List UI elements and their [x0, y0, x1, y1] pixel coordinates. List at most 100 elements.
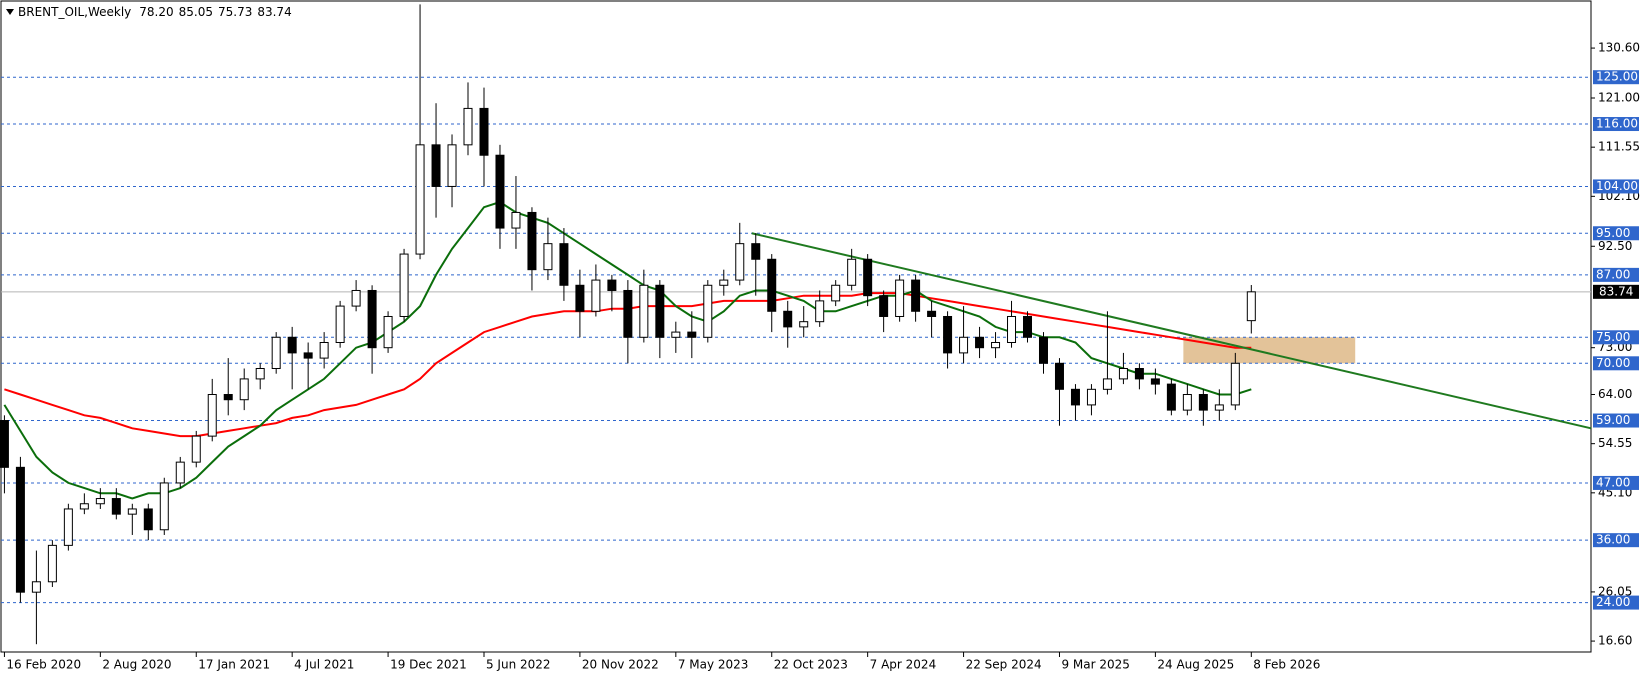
candle-body — [959, 336, 969, 354]
candle-body — [735, 243, 745, 281]
y-tick-label: 26.05 — [1598, 584, 1632, 598]
candle-body — [575, 284, 585, 312]
candle-body — [1054, 362, 1064, 390]
level-tag — [1593, 595, 1639, 610]
level-label: 70.00 — [1596, 356, 1630, 370]
candle-body — [1118, 368, 1128, 380]
x-tick-label: 9 Mar 2025 — [1061, 658, 1129, 672]
candle-body — [1102, 378, 1112, 390]
candle-body — [687, 331, 697, 338]
candle-body — [991, 341, 1001, 349]
level-label: 104.00 — [1596, 179, 1638, 193]
level-tag — [1593, 267, 1639, 282]
candle-body — [111, 498, 121, 515]
candle-body — [143, 508, 153, 531]
level-tag — [1593, 533, 1639, 548]
candle-body — [975, 336, 985, 349]
candle-body — [943, 315, 953, 354]
open-label: 78.20 — [139, 5, 173, 19]
candle-body — [815, 300, 825, 323]
candle-body — [703, 284, 713, 338]
level-tag — [1593, 70, 1639, 85]
y-tick-label: 111.55 — [1598, 140, 1640, 154]
candle-body — [927, 310, 937, 317]
x-tick-label: 24 Aug 2025 — [1157, 658, 1234, 672]
zone — [1183, 337, 1356, 364]
candle-body — [623, 289, 633, 338]
candle-body — [831, 284, 841, 302]
x-tick-label: 8 Feb 2026 — [1253, 658, 1320, 672]
level-label: 116.00 — [1596, 117, 1638, 131]
x-tick-label: 4 Jul 2021 — [294, 658, 354, 672]
x-tick-label: 7 Apr 2024 — [870, 658, 937, 672]
candle-body — [255, 368, 265, 380]
level-tag — [1593, 226, 1639, 241]
candle-body — [447, 144, 457, 187]
level-label: 125.00 — [1596, 70, 1638, 84]
high-label: 85.05 — [179, 5, 213, 19]
y-tick-label: 16.60 — [1598, 634, 1632, 648]
candle-body — [1150, 378, 1160, 385]
x-tick-label: 22 Sep 2024 — [966, 658, 1042, 672]
level-tag — [1593, 413, 1639, 428]
y-tick-label: 92.50 — [1598, 239, 1632, 253]
candle-body — [0, 420, 9, 468]
last-price-tag — [1593, 284, 1639, 299]
candle-body — [1134, 368, 1144, 380]
candle-body — [719, 279, 729, 286]
candle-body — [879, 295, 889, 317]
level-label: 47.00 — [1596, 475, 1630, 489]
y-tick-label: 130.60 — [1598, 41, 1640, 55]
candle-body — [591, 279, 601, 312]
x-tick-label: 7 May 2023 — [678, 658, 749, 672]
candle-body — [559, 243, 569, 286]
candle-body — [431, 144, 441, 187]
candle-body — [63, 508, 73, 546]
trendline — [751, 232, 1592, 430]
candle-body — [1230, 362, 1240, 406]
candle-body — [767, 258, 777, 312]
candle-body — [895, 279, 905, 317]
layers: 130.60121.00111.55102.1092.5073.0064.005… — [0, 4, 1640, 672]
candle-body — [319, 341, 329, 359]
candle-body — [415, 144, 425, 255]
candle-body — [175, 461, 185, 484]
candle-body — [1038, 336, 1048, 364]
low-label: 75.73 — [218, 5, 252, 19]
candle-body — [911, 279, 921, 312]
candle-body — [207, 394, 217, 437]
candle-body — [511, 211, 521, 229]
x-tick-label: 16 Feb 2020 — [6, 658, 81, 672]
candle-body — [1086, 388, 1096, 406]
level-tag — [1593, 356, 1639, 371]
candle-body — [1023, 315, 1033, 338]
candle-body — [1070, 388, 1080, 406]
candle-body — [543, 243, 553, 271]
candle-body — [799, 321, 809, 328]
candle-body — [239, 378, 249, 401]
candle-body — [31, 581, 41, 593]
candle-body — [1182, 394, 1192, 411]
x-tick-label: 19 Dec 2021 — [390, 658, 467, 672]
x-tick-label: 22 Oct 2023 — [774, 658, 848, 672]
candle-body — [271, 336, 281, 370]
candle-body — [495, 154, 505, 229]
candle-body — [639, 284, 649, 338]
candle-body — [783, 310, 793, 328]
menu-arrow[interactable] — [6, 9, 14, 15]
candle-body — [383, 315, 393, 349]
candle-body — [1246, 291, 1256, 322]
y-tick-label: 54.55 — [1598, 436, 1632, 450]
candle-body — [671, 331, 681, 338]
level-label: 75.00 — [1596, 330, 1630, 344]
level-label: 24.00 — [1596, 595, 1630, 609]
candle-body — [303, 352, 313, 359]
x-tick-label: 5 Jun 2022 — [486, 658, 551, 672]
candle-body — [399, 253, 409, 317]
level-label: 95.00 — [1596, 226, 1630, 240]
level-label: 59.00 — [1596, 413, 1630, 427]
candle-body — [95, 498, 105, 505]
level-tag — [1593, 330, 1639, 345]
candle-body — [607, 279, 617, 291]
